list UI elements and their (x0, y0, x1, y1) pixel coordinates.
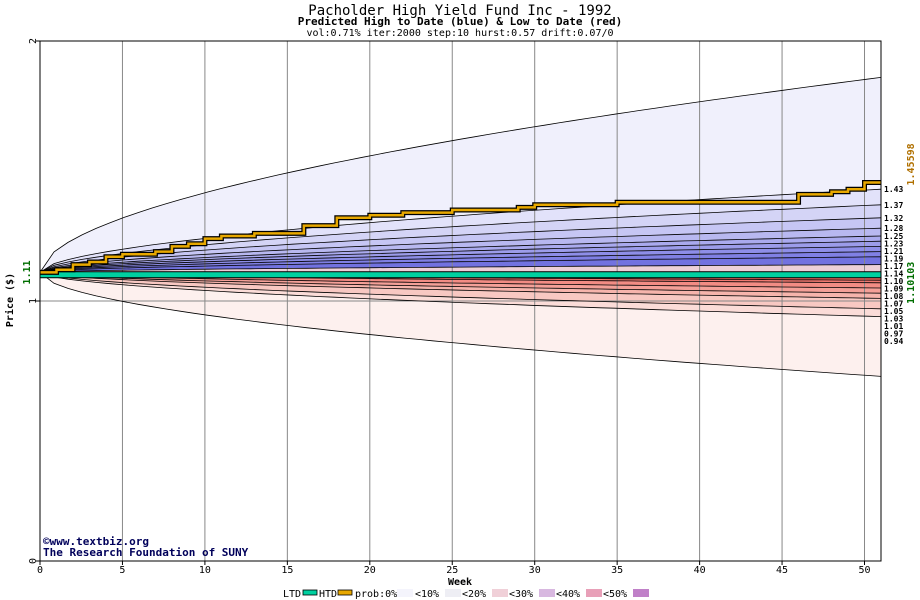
percentile-label: 1.32 (884, 214, 903, 223)
legend: LTD HTD prob:0% <10% <20% <30% <40% <50% (283, 589, 649, 600)
legend-bin-label: <50% (603, 589, 627, 600)
legend-bin-label: <30% (509, 589, 533, 600)
x-tick-label: 0 (37, 565, 43, 576)
percentile-label: 1.37 (884, 201, 903, 210)
start-price-label: 1.11 (22, 260, 33, 284)
band-outline (39, 217, 882, 273)
percentile-label: 1.43 (884, 185, 903, 194)
legend-htd-swatch (337, 589, 353, 596)
chart-title: Pacholder High Yield Fund Inc - 1992 (308, 3, 611, 19)
low-band (40, 272, 881, 283)
percentile-label: 1.07 (884, 300, 903, 309)
percentile-label: 1.17 (884, 262, 903, 271)
percentile-label: 1.28 (884, 224, 903, 233)
percentile-label: 1.05 (884, 307, 903, 316)
percentile-label: 1.10 (884, 277, 903, 286)
percentile-label: 0.94 (884, 337, 903, 346)
percentile-label: 1.23 (884, 240, 903, 249)
x-tick-label: 20 (364, 565, 376, 576)
credit-org: The Research Foundation of SUNY (43, 546, 249, 559)
x-tick-label: 50 (858, 565, 870, 576)
x-tick-label: 25 (446, 565, 458, 576)
percentile-label: 1.19 (884, 255, 903, 264)
band-outline (39, 272, 882, 294)
band-outline (39, 256, 882, 273)
high-band (40, 251, 881, 273)
chart-params: vol:0.71% iter:2000 step:10 hurst:0.57 d… (306, 28, 613, 39)
htd-line (40, 181, 881, 274)
band-outline (39, 264, 882, 273)
legend-htd-label: HTD (319, 589, 337, 600)
legend-ltd-swatch (302, 589, 318, 596)
band-outline (39, 235, 882, 273)
legend-bin-label: <40% (556, 589, 580, 600)
percentile-label: 1.25 (884, 232, 903, 241)
band-outline (39, 227, 882, 273)
y-tick-label: 0 (28, 558, 39, 564)
y-axis-label: Price ($) (4, 273, 16, 327)
low-band (40, 272, 881, 377)
x-tick-label: 40 (694, 565, 706, 576)
high-band (40, 189, 881, 273)
x-tick-label: 30 (529, 565, 541, 576)
high-band (40, 217, 881, 273)
high-band (40, 236, 881, 273)
high-band (40, 77, 881, 273)
band-outline (39, 246, 882, 273)
percentile-label: 1.03 (884, 315, 903, 324)
band-outline (39, 272, 882, 377)
legend-ltd-label: LTD (283, 589, 301, 600)
legend-bin-label: <10% (415, 589, 439, 600)
x-tick-label: 35 (611, 565, 623, 576)
y-tick-label: 2 (28, 38, 39, 44)
band-outline (39, 240, 882, 273)
chart-subtitle: Predicted High to Date (blue) & Low to D… (298, 15, 623, 28)
low-band (40, 272, 881, 294)
percentile-label: 1.01 (884, 322, 903, 331)
x-tick-label: 45 (776, 565, 788, 576)
band-outline (39, 272, 882, 299)
percentile-label: 1.08 (884, 292, 903, 301)
x-tick-label: 10 (199, 565, 211, 576)
band-outline (39, 188, 882, 273)
band-outline (39, 251, 882, 273)
legend-swatch (586, 589, 602, 597)
x-tick-label: 15 (281, 565, 293, 576)
low-band (40, 272, 881, 299)
low-band (40, 272, 881, 317)
legend-bin-label: <20% (462, 589, 486, 600)
band-outline (39, 272, 882, 310)
x-axis-label: Week (448, 577, 472, 588)
high-band (40, 228, 881, 273)
legend-swatch (633, 589, 649, 597)
percentile-label: 1.21 (884, 247, 903, 256)
x-tick-label: 5 (119, 565, 125, 576)
low-band (40, 272, 881, 288)
credit-site: ©www.textbiz.org (43, 535, 149, 548)
legend-bins: <10% <20% <30% <40% <50% (397, 589, 649, 600)
percentile-labels: 1.43 1.37 1.321.281.251.231.211.191.171.14… (884, 185, 903, 346)
high-band (40, 241, 881, 273)
x-axis-ticks: 0 5 10 15 20 25 30 35 40 45 50 (37, 561, 871, 576)
legend-swatch (539, 589, 555, 597)
ltd-line-group (39, 271, 882, 279)
y-tick-label: 1 (28, 298, 39, 304)
legend-prob-label: prob:0% (355, 589, 397, 600)
legend-swatch (445, 589, 461, 597)
high-band (40, 246, 881, 273)
ltd-line (39, 271, 882, 279)
y-axis-ticks: 0 1 2 (28, 38, 40, 564)
band-outline (39, 77, 882, 273)
high-band (40, 204, 881, 273)
ltd-value-label: 1.10103 (906, 262, 917, 304)
band-outline (39, 272, 882, 317)
percentile-label: 1.09 (884, 285, 903, 294)
legend-swatch (397, 589, 413, 597)
legend-swatch (492, 589, 508, 597)
percentile-label: 1.14 (884, 270, 903, 279)
htd-value-label: 1.45598 (906, 143, 917, 185)
percentile-label: 0.97 (884, 330, 903, 339)
